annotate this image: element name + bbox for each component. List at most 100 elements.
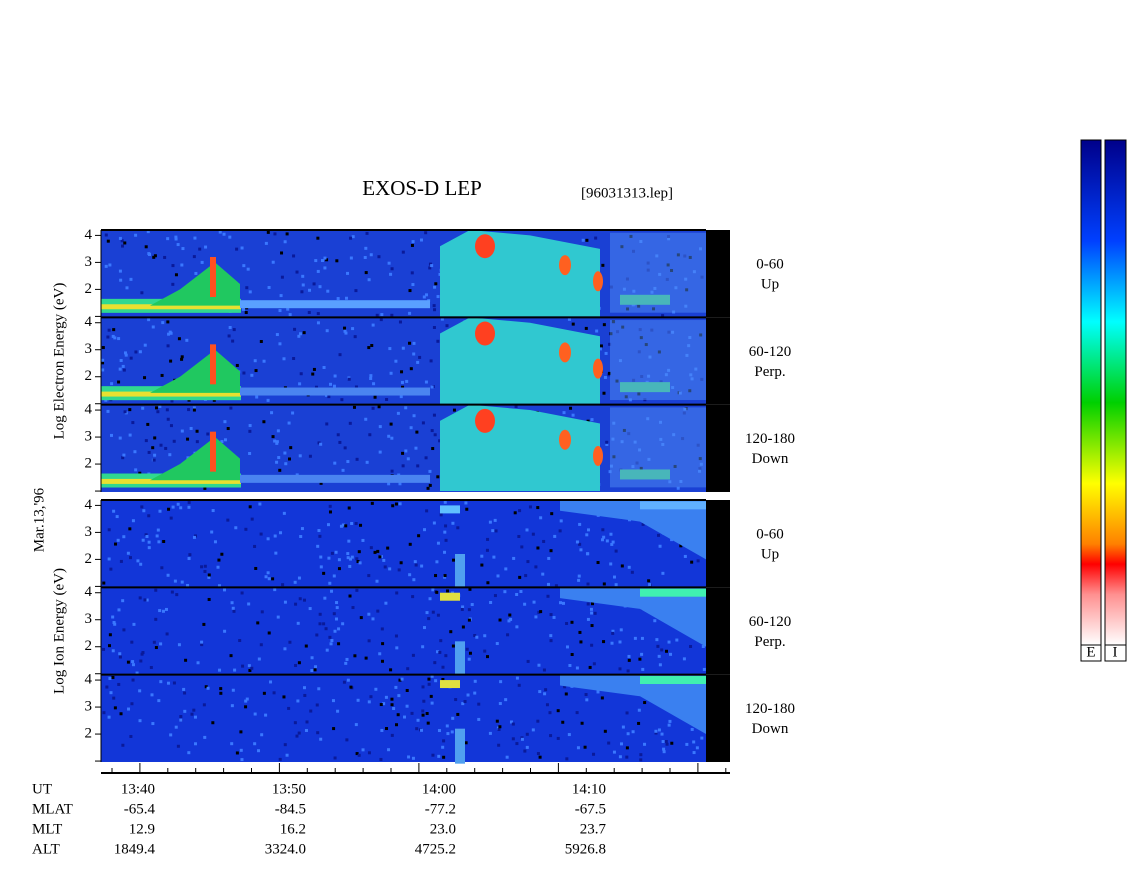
noise [371,323,375,327]
noise [302,686,306,690]
noise [216,565,220,569]
noise [347,539,351,543]
noise [568,663,572,667]
noise [538,690,542,694]
noise [192,406,196,410]
y-tick-label: 4 [85,227,93,243]
noise [316,544,320,548]
noise [219,691,223,695]
noise [589,607,593,611]
y-tick-label: 2 [85,368,93,384]
noise [152,255,156,259]
noise [108,633,112,637]
noise [627,565,631,569]
noise [194,742,198,746]
noise [553,534,557,538]
noise [147,450,151,454]
noise [317,529,321,533]
noise [390,703,394,707]
blank-strip [706,587,730,675]
noise [408,311,412,315]
noise [389,422,393,426]
noise [305,720,309,724]
noise [118,436,122,440]
noise [117,380,121,384]
noise [406,457,410,461]
noise [431,447,435,451]
noise [430,674,434,678]
noise [101,358,105,362]
noise [328,581,332,585]
noise [145,598,149,602]
ephemeris-value: 5926.8 [565,841,606,857]
noise [410,711,414,715]
noise [317,441,321,445]
y-tick-label: 2 [85,638,93,654]
noise [465,647,469,651]
noise [330,589,334,593]
noise [248,451,252,455]
noise [605,539,609,543]
noise [441,745,445,749]
noise [257,749,261,753]
feature [610,320,706,401]
noise [279,531,283,535]
noise [505,755,509,759]
noise [254,566,258,570]
noise [430,429,434,433]
noise [105,685,109,689]
noise [421,421,425,425]
noise [310,669,314,673]
noise [349,236,353,240]
noise [611,629,615,633]
noise [202,622,206,626]
noise [428,266,432,270]
y-tick-label: 2 [85,551,93,567]
noise [418,355,422,359]
noise [182,687,186,691]
noise [511,722,515,726]
noise [333,374,337,378]
noise [203,569,207,573]
noise [222,232,226,236]
noise [278,468,282,472]
noise [266,571,270,575]
noise [304,644,308,648]
noise [186,437,190,441]
noise [204,685,208,689]
noise [654,731,658,735]
noise [152,458,156,462]
noise [374,687,378,691]
noise [364,271,368,275]
noise [409,367,413,371]
noise [184,658,188,662]
noise [168,330,172,334]
noise [358,561,362,565]
noise [543,692,547,696]
noise [571,413,575,417]
noise [415,727,419,731]
noise [107,528,111,532]
feature [560,500,706,560]
noise [171,505,175,509]
noise [318,534,322,538]
noise [161,321,165,325]
noise [456,526,460,530]
noise [253,742,257,746]
noise [498,725,502,729]
noise [292,357,296,361]
noise [626,732,630,736]
noise [138,596,142,600]
noise [248,429,252,433]
noise [244,699,248,703]
noise [285,232,289,236]
noise [398,320,402,324]
panel-direction: Down [752,451,789,467]
noise [179,718,183,722]
noise [213,540,217,544]
noise [480,554,484,558]
noise [433,661,437,665]
ephemeris-value: 23.7 [580,821,607,837]
noise [240,246,244,250]
y-tick-label: 4 [85,497,93,513]
